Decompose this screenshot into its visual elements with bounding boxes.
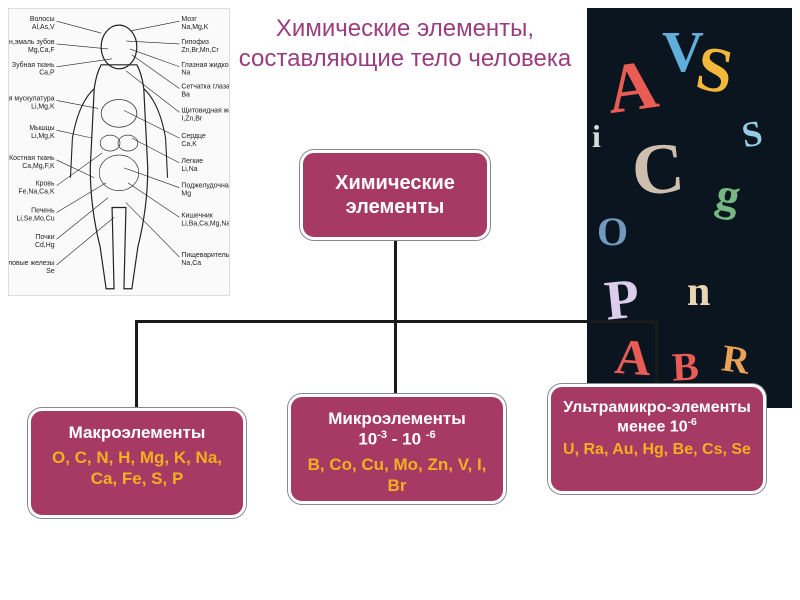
svg-text:ВолосыAl,As,V: ВолосыAl,As,V: [30, 16, 55, 31]
svg-text:ПеченьLi,Se,Mo,Cu: ПеченьLi,Se,Mo,Cu: [16, 207, 54, 222]
node-ultra: Ультрамикро-элементы менее 10-6 U, Ra, A…: [548, 384, 766, 494]
node-ultra-elements: U, Ra, Au, Hg, Be, Cs, Se: [561, 440, 753, 460]
node-micro: Микроэлементы 10-3 - 10 -6 B, Co, Cu, Mo…: [288, 394, 506, 504]
connector-drop-2: [394, 320, 397, 394]
node-macro-title: Макроэлементы: [41, 423, 233, 443]
svg-text:Костная тканьCa,Mg,F,K: Костная тканьCa,Mg,F,K: [9, 155, 55, 170]
root-label: Химические элементы: [303, 171, 487, 219]
slide-root: Химические элементы, составляющие тело ч…: [0, 0, 800, 600]
node-macro-elements: O, C, N, H, Mg, K, Na, Ca, Fe, S, P: [41, 447, 233, 490]
node-micro-elements: B, Co, Cu, Mo, Zn, V, I, Br: [301, 454, 493, 497]
svg-text:СердцеCa,K: СердцеCa,K: [181, 133, 205, 148]
node-macro: Макроэлементы O, C, N, H, Mg, K, Na, Ca,…: [28, 408, 246, 518]
svg-text:ГипофизZn,Br,Mn,Cr: ГипофизZn,Br,Mn,Cr: [181, 39, 219, 54]
svg-text:Поджелудочная железаMg: Поджелудочная железаMg: [181, 183, 229, 198]
root-node: Химические элементы: [300, 150, 490, 240]
svg-text:Дентин,эмаль зубовMg,Ca,F: Дентин,эмаль зубовMg,Ca,F: [9, 38, 55, 54]
svg-text:КровьFe,Na,Ca,K: КровьFe,Na,Ca,K: [18, 181, 55, 196]
svg-text:Глазная жидкостьNa: Глазная жидкостьNa: [181, 62, 229, 77]
node-ultra-subtitle: менее 10-6: [561, 417, 753, 436]
svg-text:Зубная тканьCa,P: Зубная тканьCa,P: [12, 61, 55, 77]
connector-drop-3: [655, 320, 658, 384]
title-text: Химические элементы, составляющие тело ч…: [239, 15, 572, 72]
art-collage: ASVCgOPnABRSi: [587, 8, 792, 408]
connector-drop-1: [135, 320, 138, 408]
svg-text:Сетчатка глазаBa: Сетчатка глазаBa: [181, 84, 229, 99]
svg-text:МышцыLi,Mg,K: МышцыLi,Mg,K: [29, 125, 55, 140]
svg-text:ПочкиCd,Hg: ПочкиCd,Hg: [35, 234, 55, 249]
anatomy-svg: ВолосыAl,As,V Дентин,эмаль зубовMg,Ca,F Зу…: [9, 9, 229, 295]
svg-text:Щитовидная железаI,Zn,Br: Щитовидная железаI,Zn,Br: [181, 107, 229, 122]
svg-text:Скелетная мускулатураLi,Mg,K: Скелетная мускулатураLi,Mg,K: [9, 95, 55, 110]
connector-stem: [394, 240, 397, 320]
node-ultra-title: Ультрамикро-элементы: [561, 399, 753, 417]
node-micro-title: Микроэлементы: [301, 409, 493, 429]
node-micro-subtitle: 10-3 - 10 -6: [301, 429, 493, 450]
svg-text:КишечникLi,Ba,Ca,Mg,Na,K,Cd,Hg: КишечникLi,Ba,Ca,Mg,Na,K,Cd,Hg: [181, 212, 229, 227]
svg-text:Половые железыSe: Половые железыSe: [9, 260, 55, 275]
slide-title: Химические элементы, составляющие тело ч…: [230, 14, 580, 74]
anatomy-illustration: ВолосыAl,As,V Дентин,эмаль зубовMg,Ca,F Зу…: [8, 8, 230, 296]
svg-text:ЛегкиеLi,Na: ЛегкиеLi,Na: [181, 158, 203, 173]
svg-text:МозгNa,Mg,K: МозгNa,Mg,K: [181, 16, 208, 31]
svg-text:Пищеварительные сокиNa,Ca: Пищеварительные сокиNa,Ca: [181, 252, 229, 267]
